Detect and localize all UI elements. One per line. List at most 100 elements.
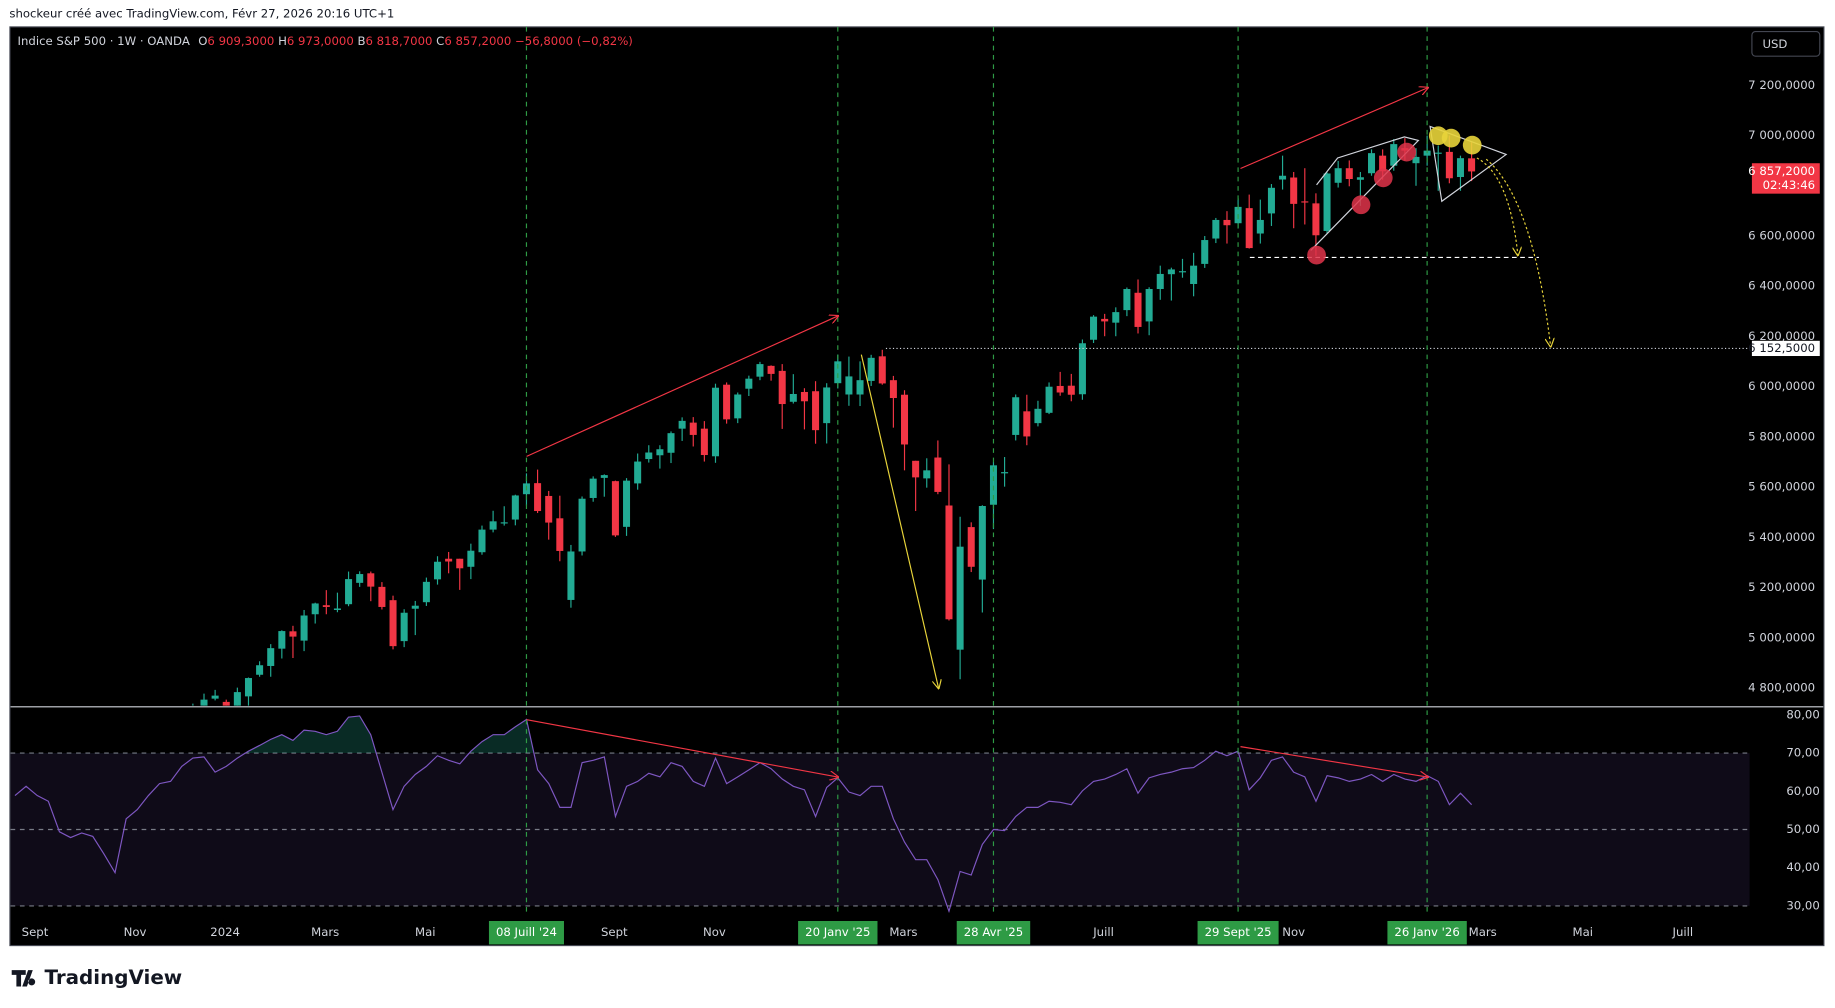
divergence-line	[1240, 746, 1427, 777]
y-tick-label: 5 200,0000	[1748, 580, 1815, 594]
legend-change: −56,8000 (−0,82%)	[515, 33, 633, 47]
candle-body	[1456, 158, 1464, 178]
x-tick-label: 26 Janv '26	[1394, 925, 1459, 939]
y-tick-label: 7 200,0000	[1748, 78, 1815, 92]
x-tick-label: Nov	[703, 925, 726, 939]
x-tick-label: Sept	[601, 925, 628, 939]
candle-body	[1279, 175, 1287, 180]
candle-body	[211, 695, 219, 699]
legend-value: 6 973,0000	[287, 33, 354, 47]
candle-body	[445, 558, 453, 562]
x-tick-label: 28 Avr '25	[964, 925, 1023, 939]
candle-body	[1045, 386, 1053, 413]
legend-value: 6 818,7000	[366, 33, 433, 47]
candle-body	[934, 457, 942, 492]
candle-body	[1256, 219, 1264, 234]
candle-body	[767, 365, 775, 374]
candle-body	[1368, 153, 1376, 174]
candle-body	[789, 393, 797, 402]
x-tick-label: Mars	[1469, 925, 1497, 939]
x-tick-highlight	[798, 920, 878, 945]
currency-label[interactable]: USD	[1762, 37, 1787, 51]
candle-body	[345, 579, 353, 605]
candle-body	[411, 605, 419, 609]
symbol-title: Indice S&P 500 · 1W · OANDA	[18, 33, 190, 47]
candle-body	[422, 581, 430, 603]
candle-body	[600, 475, 608, 478]
legend-key: O	[198, 33, 207, 47]
x-tick-label: Sept	[22, 925, 49, 939]
rsi-tick-label: 70,00	[1786, 746, 1819, 760]
candle-body	[745, 378, 753, 389]
point-marker	[1307, 245, 1326, 265]
candle-body	[578, 498, 586, 552]
candle-body	[567, 551, 575, 600]
trend-line	[526, 316, 838, 457]
candle-body	[278, 631, 286, 649]
candle-body	[545, 495, 553, 523]
candle-body	[1123, 289, 1131, 311]
legend-value: 6 909,3000	[207, 33, 274, 47]
y-tick-label: 6 600,0000	[1748, 229, 1815, 243]
legend-key: C	[436, 33, 444, 47]
projection	[1476, 157, 1518, 255]
last-price-badge	[1751, 163, 1820, 194]
candle-body	[256, 665, 264, 675]
candle-body	[534, 483, 542, 512]
candle-body	[1334, 168, 1342, 183]
rsi-tick-label: 50,00	[1786, 822, 1819, 836]
x-tick-label: Nov	[124, 925, 147, 939]
trend-line	[1240, 88, 1427, 170]
candle-body	[300, 615, 308, 641]
x-tick-label: Mai	[415, 925, 436, 939]
point-marker	[1441, 128, 1461, 148]
candle-body	[489, 521, 497, 530]
candle-body	[678, 420, 686, 429]
brand: TradingView	[11, 966, 182, 989]
candle-body	[956, 546, 964, 650]
rsi-pane	[10, 752, 1750, 907]
candle-body	[778, 370, 786, 405]
rsi-plot	[14, 715, 1473, 913]
candle-body	[1023, 411, 1031, 437]
legend-key: H	[278, 33, 287, 47]
point-marker	[1373, 168, 1393, 188]
candle-body	[978, 506, 986, 580]
candle-body	[1312, 203, 1320, 236]
candle-body	[1034, 408, 1042, 424]
currency-button[interactable]	[1751, 31, 1821, 57]
countdown-label: 02:43:46	[1763, 178, 1816, 192]
candle-body	[756, 364, 764, 377]
x-tick-highlight	[488, 920, 564, 945]
candle-body	[1301, 201, 1309, 203]
x-tick-label: Mars	[889, 925, 917, 939]
candle-body	[967, 527, 975, 567]
candle-body	[433, 561, 442, 580]
candle-body	[400, 612, 408, 642]
candle-body	[923, 470, 931, 479]
candle-body	[478, 529, 486, 553]
candle-body	[834, 361, 842, 384]
candle-body	[1056, 385, 1064, 393]
candle-body	[356, 574, 364, 583]
candle-body	[700, 428, 708, 456]
candle-body	[556, 518, 564, 551]
candle-body	[945, 505, 953, 620]
candle-body	[689, 422, 697, 435]
candle-body	[812, 391, 820, 431]
candle-body	[589, 478, 597, 498]
x-tick-label: 08 Juill '24	[496, 925, 557, 939]
candle-body	[200, 699, 208, 706]
candle-body	[467, 550, 475, 567]
candle-body	[1468, 158, 1476, 172]
logo-text: TradingView	[44, 966, 182, 989]
divergence-line	[526, 719, 838, 777]
candle-body	[1223, 219, 1231, 226]
candle-body	[1067, 385, 1075, 395]
candle-body	[845, 376, 853, 395]
candle-body	[1078, 343, 1086, 395]
price-pane	[192, 135, 1750, 706]
candle-body	[645, 452, 653, 460]
